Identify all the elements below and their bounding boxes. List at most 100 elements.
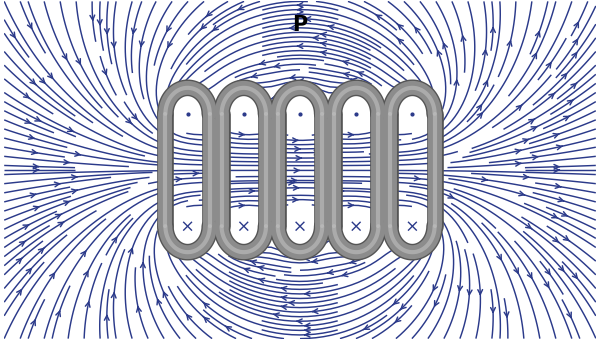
Circle shape [181,220,194,233]
FancyArrowPatch shape [482,50,487,55]
FancyArrowPatch shape [549,93,555,99]
FancyArrowPatch shape [563,116,570,121]
FancyArrowPatch shape [321,41,326,46]
FancyArrowPatch shape [363,325,370,330]
FancyArrowPatch shape [274,63,280,68]
FancyArrowPatch shape [519,191,525,196]
FancyArrowPatch shape [31,320,35,326]
FancyArrowPatch shape [536,32,540,37]
FancyArrowPatch shape [562,74,566,79]
FancyArrowPatch shape [305,332,310,337]
FancyArrowPatch shape [348,203,353,208]
FancyArrowPatch shape [491,307,496,312]
FancyArrowPatch shape [168,42,172,47]
FancyArrowPatch shape [338,189,344,193]
FancyArrowPatch shape [294,168,299,173]
FancyArrowPatch shape [281,305,287,309]
Text: P: P [292,15,308,35]
FancyArrowPatch shape [558,197,564,202]
FancyArrowPatch shape [295,88,302,92]
FancyArrowPatch shape [239,203,244,208]
Circle shape [237,107,250,120]
FancyArrowPatch shape [305,17,311,21]
FancyArrowPatch shape [281,287,287,291]
FancyArrowPatch shape [504,312,509,317]
FancyArrowPatch shape [568,100,574,105]
FancyArrowPatch shape [350,259,356,264]
FancyArrowPatch shape [238,5,244,10]
FancyArrowPatch shape [343,88,349,93]
FancyArrowPatch shape [249,189,254,193]
FancyArrowPatch shape [572,273,577,278]
FancyArrowPatch shape [34,206,40,211]
FancyArrowPatch shape [546,63,551,68]
FancyArrowPatch shape [40,78,45,83]
FancyArrowPatch shape [343,61,349,65]
Circle shape [406,220,419,233]
FancyArrowPatch shape [531,126,538,131]
FancyArrowPatch shape [167,26,171,31]
FancyArrowPatch shape [448,194,454,199]
FancyArrowPatch shape [112,238,117,243]
FancyArrowPatch shape [132,114,137,119]
FancyArrowPatch shape [328,270,334,274]
FancyArrowPatch shape [551,214,558,218]
FancyArrowPatch shape [16,258,23,264]
FancyArrowPatch shape [29,135,35,139]
FancyArrowPatch shape [32,150,37,154]
FancyArrowPatch shape [484,81,488,86]
FancyArrowPatch shape [571,83,577,88]
FancyArrowPatch shape [76,59,80,64]
FancyArrowPatch shape [203,302,209,308]
FancyArrowPatch shape [321,51,326,55]
FancyArrowPatch shape [293,197,298,202]
FancyArrowPatch shape [64,201,70,205]
FancyArrowPatch shape [28,23,32,29]
FancyArrowPatch shape [48,73,53,78]
FancyArrowPatch shape [163,292,167,298]
FancyArrowPatch shape [553,134,559,138]
FancyArrowPatch shape [532,53,536,59]
FancyArrowPatch shape [491,28,496,33]
FancyArrowPatch shape [272,95,278,99]
FancyArrowPatch shape [62,54,67,59]
FancyArrowPatch shape [259,278,265,283]
FancyArrowPatch shape [298,12,303,16]
FancyArrowPatch shape [313,36,319,40]
FancyArrowPatch shape [298,79,304,83]
FancyArrowPatch shape [23,224,29,230]
FancyArrowPatch shape [290,75,296,80]
FancyArrowPatch shape [97,20,102,24]
FancyArrowPatch shape [514,268,518,273]
Circle shape [293,107,307,120]
FancyArrowPatch shape [23,93,30,99]
FancyArrowPatch shape [527,273,532,278]
FancyArrowPatch shape [140,263,145,268]
FancyArrowPatch shape [251,73,257,78]
FancyArrowPatch shape [517,104,523,110]
FancyArrowPatch shape [260,61,266,65]
FancyArrowPatch shape [139,41,144,46]
FancyArrowPatch shape [293,138,298,143]
FancyArrowPatch shape [68,127,74,132]
FancyArrowPatch shape [25,119,31,123]
FancyArrowPatch shape [434,301,439,306]
FancyArrowPatch shape [342,272,348,276]
FancyArrowPatch shape [515,162,521,166]
FancyArrowPatch shape [64,160,70,165]
FancyArrowPatch shape [259,245,265,250]
FancyArrowPatch shape [376,196,382,201]
Circle shape [350,220,363,233]
FancyArrowPatch shape [55,182,60,187]
FancyArrowPatch shape [554,168,559,172]
FancyArrowPatch shape [478,290,482,294]
FancyArrowPatch shape [305,245,311,250]
FancyArrowPatch shape [298,3,303,7]
FancyArrowPatch shape [394,317,401,323]
FancyArrowPatch shape [83,271,88,277]
FancyArrowPatch shape [56,311,61,317]
FancyArrowPatch shape [244,268,250,273]
FancyArrowPatch shape [157,300,161,305]
FancyArrowPatch shape [298,7,303,12]
FancyArrowPatch shape [292,178,297,183]
